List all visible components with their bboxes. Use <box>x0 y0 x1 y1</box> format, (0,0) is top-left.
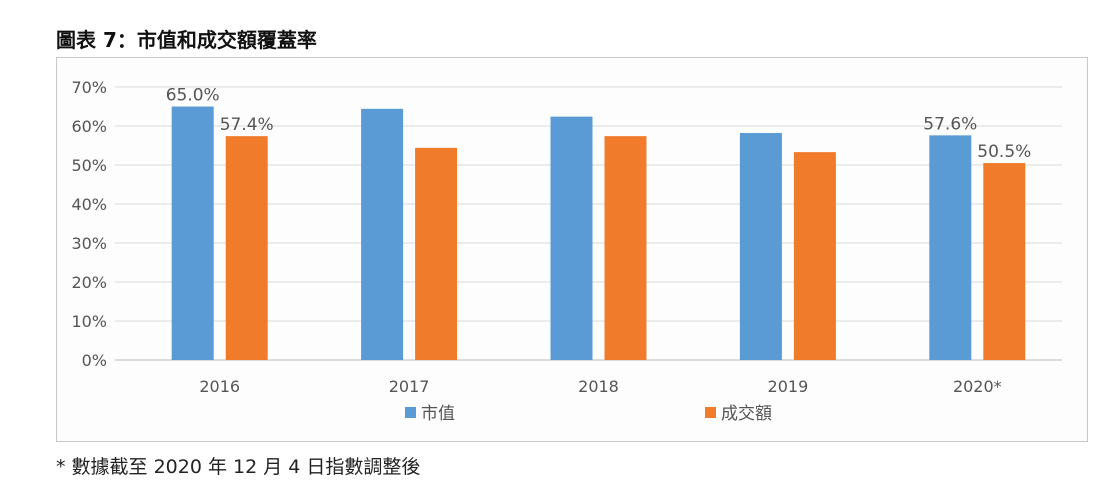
bar-market-cap <box>929 135 972 360</box>
bar-turnover <box>225 136 268 360</box>
y-tick-label: 20% <box>71 273 107 292</box>
bar-turnover <box>983 163 1026 360</box>
bar-turnover <box>604 136 647 360</box>
x-tick-label: 2016 <box>199 377 240 396</box>
bar-market-cap <box>739 133 782 360</box>
bar-turnover <box>793 152 836 360</box>
y-tick-label: 0% <box>82 351 107 370</box>
data-label: 50.5% <box>977 142 1031 162</box>
legend-label: 市值 <box>421 404 455 424</box>
y-tick-label: 60% <box>71 117 107 136</box>
x-tick-label: 2017 <box>389 377 430 396</box>
bar-market-cap <box>361 108 404 360</box>
legend-swatch <box>405 407 416 418</box>
legend-swatch <box>705 407 716 418</box>
y-tick-label: 10% <box>71 312 107 331</box>
data-label: 57.6% <box>923 114 977 134</box>
data-label: 57.4% <box>220 115 274 135</box>
y-tick-label: 30% <box>71 234 107 253</box>
y-tick-label: 50% <box>71 156 107 175</box>
chart-title: 圖表 7：市值和成交額覆蓋率 <box>56 28 317 52</box>
x-tick-label: 2020* <box>953 377 1002 396</box>
y-tick-label: 70% <box>71 78 107 97</box>
data-label: 65.0% <box>166 86 220 106</box>
bar-market-cap <box>171 106 214 360</box>
y-tick-label: 40% <box>71 195 107 214</box>
footnote: * 數據截至 2020 年 12 月 4 日指數調整後 <box>56 456 421 478</box>
x-tick-label: 2018 <box>578 377 619 396</box>
legend-label: 成交額 <box>721 404 772 424</box>
x-tick-label: 2019 <box>768 377 809 396</box>
bar-turnover <box>415 147 458 360</box>
bar-market-cap <box>550 116 593 360</box>
